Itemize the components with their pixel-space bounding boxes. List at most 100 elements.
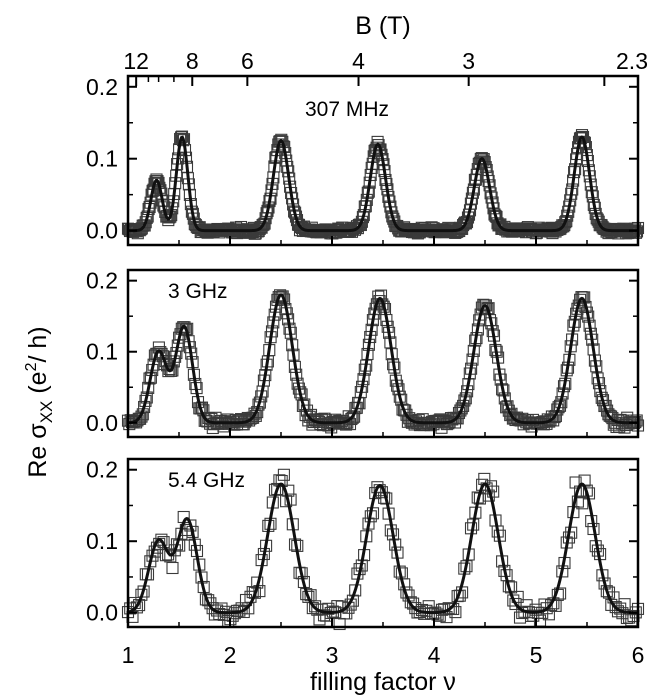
data-marker <box>507 594 520 607</box>
data-marker <box>284 493 297 506</box>
data-marker <box>313 613 326 626</box>
data-marker <box>571 495 584 508</box>
data-marker <box>629 226 643 239</box>
y-tick-label: 0.2 <box>86 74 118 100</box>
fit-line <box>127 482 639 615</box>
data-marker <box>248 586 261 599</box>
data-marker <box>211 604 224 617</box>
data-marker <box>455 402 468 415</box>
y-tick-label: 0.0 <box>86 600 118 626</box>
data-marker <box>452 406 466 420</box>
data-marker <box>549 409 562 423</box>
top-tick-label: 2.3 <box>616 48 648 74</box>
data-marker <box>255 221 268 234</box>
data-marker <box>163 362 176 376</box>
data-marker <box>540 602 553 615</box>
data-marker <box>629 222 642 235</box>
data-marker <box>387 212 400 225</box>
y-axis-title-sub: XX <box>37 401 56 424</box>
data-marker <box>253 585 266 598</box>
data-marker <box>449 606 462 619</box>
x-tick-label: 2 <box>224 642 237 668</box>
data-marker <box>178 321 191 334</box>
y-tick-label: 0.2 <box>86 268 118 294</box>
data-marker <box>475 152 488 165</box>
data-marker <box>342 601 355 614</box>
data-marker <box>275 474 288 488</box>
data-marker <box>194 402 207 415</box>
data-marker <box>349 584 362 597</box>
data-marker <box>151 175 164 188</box>
data-marker <box>442 602 455 615</box>
data-marker <box>576 497 589 510</box>
data-marker <box>346 411 359 424</box>
panel-label: 307 MHz <box>305 98 389 121</box>
data-marker <box>479 299 492 312</box>
x-tick-label: 1 <box>122 642 135 668</box>
panel-label: 5.4 GHz <box>168 469 245 492</box>
y-axis-title-units-close: / h) <box>24 326 52 362</box>
top-tick-label: 12 <box>123 48 149 74</box>
top-axis-tick-labels: 12 8 6 4 3 2.3 <box>123 48 648 74</box>
panel-label: 3 GHz <box>168 280 228 303</box>
x-tick-label: 6 <box>632 642 645 668</box>
data-marker <box>609 601 622 614</box>
data-marker <box>274 289 287 302</box>
data-marker <box>320 609 333 622</box>
data-marker <box>276 290 289 303</box>
data-marker <box>306 602 319 615</box>
fit-line <box>127 293 638 425</box>
data-marker <box>175 130 189 143</box>
y-tick-label: 0.2 <box>86 457 118 483</box>
y-tick-label: 0.1 <box>86 339 118 365</box>
y-axis-title-units-open: (e <box>24 371 52 400</box>
data-marker <box>277 468 290 481</box>
y-axis-title: Re σXX (e2/ h) <box>23 326 56 477</box>
data-marker <box>558 219 571 232</box>
data-marker <box>350 401 363 414</box>
top-tick-label: 3 <box>462 48 475 74</box>
data-marker <box>309 600 322 613</box>
data-marker <box>184 519 197 532</box>
fit-line <box>128 135 638 233</box>
data-marker <box>275 133 288 146</box>
data-marker <box>501 400 514 413</box>
data-marker <box>256 219 269 232</box>
data-marker <box>618 598 631 611</box>
y-axis-title-main: Re σ <box>24 423 52 478</box>
panel-3: 0.0 0.1 0.2 5.4 GHz <box>86 457 645 631</box>
data-marker <box>487 485 500 498</box>
x-tick-label: 5 <box>530 642 543 668</box>
data-marker <box>161 209 174 223</box>
data-marker <box>163 211 176 224</box>
data-marker <box>164 550 177 563</box>
x-axis-title: filling factor ν <box>310 668 456 696</box>
data-marker <box>454 404 467 417</box>
y-tick-label: 0.0 <box>86 410 118 436</box>
data-marker <box>551 403 564 416</box>
x-tick-label: 3 <box>326 642 339 668</box>
data-marker <box>545 599 558 612</box>
data-marker <box>569 476 582 489</box>
data-marker <box>322 602 335 615</box>
data-marker <box>559 216 572 229</box>
panel-1: 0.0 0.1 0.2 307 MHz <box>86 74 645 247</box>
y-axis-title-sup: 2 <box>23 362 40 371</box>
data-marker <box>476 154 489 167</box>
panels: 0.0 0.1 0.2 307 MHz 0.0 0.1 0.2 3 GHz 0.0 0.1 0.2 5… <box>86 74 645 631</box>
panel-2: 0.0 0.1 0.2 3 GHz <box>86 268 645 439</box>
top-axis-title: B (T) <box>355 12 411 40</box>
data-marker <box>166 561 179 575</box>
data-marker <box>254 221 267 234</box>
y-tick-label: 0.1 <box>86 528 118 554</box>
data-marker <box>371 135 384 148</box>
data-marker <box>252 398 265 411</box>
y-tick-label: 0.0 <box>86 218 118 244</box>
data-marker <box>215 602 228 615</box>
data-marker <box>152 341 165 354</box>
y-tick-label: 0.1 <box>86 146 118 172</box>
top-tick-label: 4 <box>352 48 365 74</box>
data-marker <box>372 139 385 152</box>
data-marker <box>575 129 589 142</box>
